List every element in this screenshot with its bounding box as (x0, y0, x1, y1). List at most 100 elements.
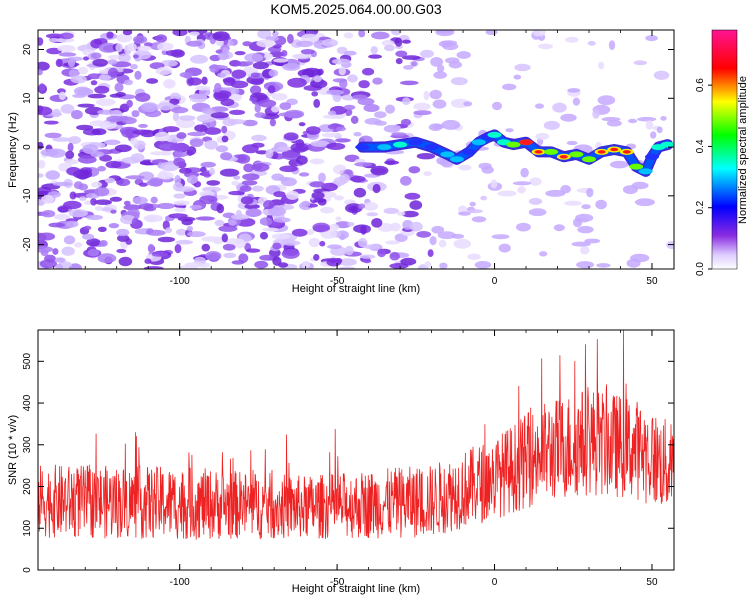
noise-blob (325, 89, 344, 96)
noise-blob (201, 107, 216, 115)
y-tick-label: 10 (22, 92, 33, 104)
noise-blob (242, 173, 260, 181)
noise-blob (631, 181, 649, 190)
noise-blob (222, 243, 236, 251)
noise-blob (262, 227, 280, 232)
noise-blob (243, 163, 255, 173)
noise-blob (99, 240, 108, 247)
signal-point (355, 144, 370, 151)
noise-blob (306, 126, 321, 135)
noise-blob (310, 79, 328, 89)
noise-blob (368, 54, 382, 59)
signal-point (638, 168, 653, 175)
noise-blob (363, 104, 380, 112)
noise-blob (242, 41, 252, 47)
noise-blob (403, 65, 414, 70)
noise-blob (480, 195, 487, 201)
noise-blob (598, 61, 605, 70)
noise-blob (423, 90, 430, 101)
snr-y-label: SNR (10 * v/v) (7, 415, 19, 485)
noise-blob (241, 180, 258, 186)
noise-blob (90, 181, 103, 188)
noise-blob (216, 203, 225, 214)
noise-blob (498, 243, 511, 253)
noise-blob (321, 132, 342, 138)
colorbar-tick-label: 0.2 (695, 200, 706, 214)
noise-blob (97, 165, 106, 172)
noise-blob (645, 35, 658, 42)
noise-blob (264, 53, 273, 59)
heatmap-signal-track (355, 129, 674, 177)
noise-blob (99, 69, 111, 74)
noise-blob (381, 39, 395, 47)
noise-blob (478, 162, 492, 170)
y-tick-label: 0 (22, 567, 33, 573)
noise-blob (357, 97, 375, 106)
noise-blob (52, 137, 72, 142)
noise-blob (338, 66, 346, 76)
noise-blob (57, 44, 76, 53)
noise-blob (259, 217, 273, 226)
noise-blob (122, 30, 133, 36)
noise-blob (40, 249, 49, 257)
noise-blob (228, 219, 237, 226)
noise-blob (70, 75, 87, 84)
noise-blob (87, 73, 102, 80)
noise-blob (497, 190, 517, 197)
noise-blob (634, 198, 655, 207)
noise-blob (157, 202, 175, 210)
noise-blob (308, 237, 321, 248)
noise-blob (210, 112, 229, 119)
noise-blob (90, 198, 97, 206)
noise-blob (416, 153, 436, 160)
noise-blob (370, 165, 389, 176)
noise-blob (76, 124, 94, 131)
y-tick-label: 300 (22, 436, 33, 453)
noise-blob (273, 58, 289, 63)
noise-blob (383, 44, 395, 52)
noise-blob (38, 160, 46, 169)
noise-blob (268, 69, 279, 77)
noise-blob (267, 207, 287, 216)
noise-blob (360, 225, 367, 235)
noise-blob (291, 228, 308, 237)
noise-blob (528, 197, 543, 205)
noise-blob (335, 216, 342, 221)
noise-blob (106, 115, 124, 123)
noise-blob (653, 70, 670, 81)
noise-blob (71, 109, 83, 120)
noise-blob (117, 234, 130, 242)
heatmap-frame (37, 29, 675, 270)
noise-blob (395, 58, 403, 65)
noise-blob (109, 93, 124, 98)
colorbar-axis: 0.0 0.2 0.4 0.6 (695, 78, 712, 276)
noise-blob (214, 219, 225, 227)
noise-blob (354, 162, 372, 167)
noise-blob (200, 161, 216, 168)
noise-blob (284, 109, 305, 119)
noise-blob (595, 199, 607, 210)
noise-blob (234, 51, 246, 56)
noise-blob (317, 68, 324, 76)
noise-blob (402, 97, 411, 105)
noise-blob (41, 194, 55, 204)
noise-blob (212, 31, 230, 41)
noise-blob (377, 248, 386, 258)
signal-point (660, 141, 674, 148)
noise-blob (221, 135, 229, 143)
noise-blob (135, 92, 151, 103)
noise-blob (195, 85, 211, 91)
noise-blob (290, 142, 309, 153)
noise-blob (172, 111, 180, 122)
noise-blob (282, 240, 301, 246)
signal-peak (522, 140, 530, 144)
noise-blob (363, 244, 381, 249)
noise-blob (377, 223, 394, 232)
noise-blob (240, 196, 254, 205)
noise-blob (38, 141, 44, 150)
noise-blob (283, 132, 299, 141)
noise-blob (58, 91, 66, 101)
noise-blob (287, 33, 294, 44)
noise-blob (161, 149, 172, 156)
noise-blob (296, 155, 308, 165)
